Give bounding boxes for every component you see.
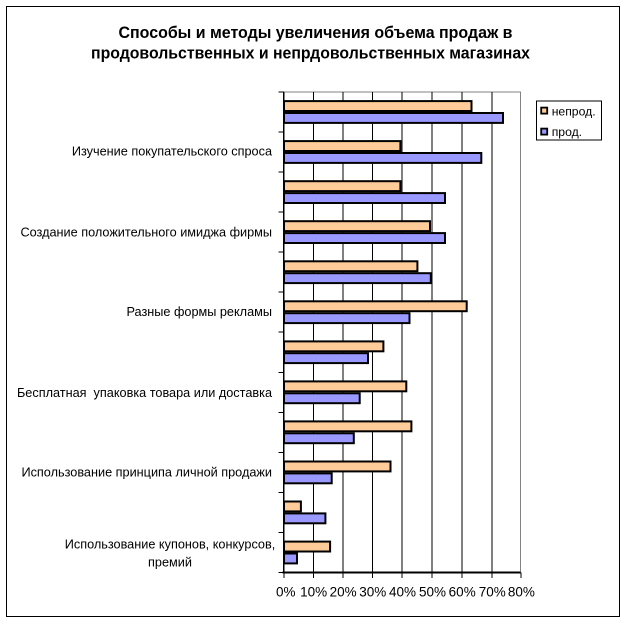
svg-text:30%: 30%: [359, 584, 386, 599]
svg-text:0%: 0%: [276, 584, 296, 599]
svg-text:прод.: прод.: [552, 125, 582, 139]
svg-text:Изучение покупательского спрос: Изучение покупательского спроса: [72, 144, 273, 158]
svg-text:60%: 60%: [449, 584, 476, 599]
svg-text:40%: 40%: [389, 584, 416, 599]
svg-text:50%: 50%: [419, 584, 446, 599]
svg-text:Использование купонов, конкурс: Использование купонов, конкурсов,: [65, 537, 276, 551]
svg-text:Использование принципа личной: Использование принципа личной продажи: [21, 466, 272, 480]
svg-text:70%: 70%: [479, 584, 506, 599]
svg-text:Способы и методы увеличения об: Способы и методы увеличения объема прода…: [119, 23, 513, 42]
svg-text:Создание положительного имиджа: Создание положительного имиджа фирмы: [20, 225, 272, 239]
svg-text:10%: 10%: [300, 584, 327, 599]
svg-text:20%: 20%: [330, 584, 357, 599]
svg-text:непрод.: непрод.: [552, 104, 596, 118]
svg-text:продовольственных и непрдоволь: продовольственных и непрдовольственных м…: [91, 44, 531, 63]
svg-text:80%: 80%: [508, 584, 535, 599]
svg-text:Разные формы рекламы: Разные формы рекламы: [126, 305, 272, 319]
svg-text:Бесплатная упаковка товара ил: Бесплатная упаковка товара или доставка: [17, 386, 273, 400]
svg-text:премий: премий: [148, 555, 192, 569]
